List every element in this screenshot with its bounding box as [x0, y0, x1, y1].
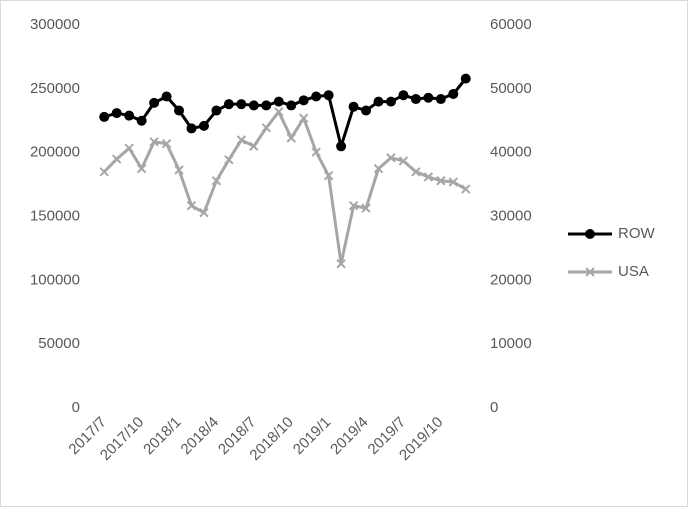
point-marker — [398, 156, 409, 166]
point-marker — [136, 115, 147, 126]
y-tick-label: 0 — [72, 399, 80, 416]
y2-tick-label: 40000 — [490, 144, 532, 161]
point-marker — [261, 100, 272, 111]
point-marker — [274, 107, 284, 117]
point-marker — [236, 135, 247, 145]
legend-label: ROW — [618, 225, 656, 242]
y-tick-label: 150000 — [30, 207, 80, 224]
point-marker — [311, 91, 322, 102]
y2-tick-label: 60000 — [490, 16, 532, 33]
y-tick-label: 300000 — [30, 16, 80, 33]
point-marker — [261, 123, 272, 133]
point-marker — [249, 141, 259, 151]
point-marker — [298, 95, 309, 106]
point-marker — [124, 110, 135, 121]
point-marker — [361, 203, 371, 213]
point-marker — [211, 176, 222, 186]
point-marker — [398, 90, 409, 101]
point-marker — [199, 207, 209, 218]
point-marker — [361, 105, 372, 116]
legend-marker — [585, 267, 595, 277]
point-marker — [348, 200, 359, 211]
point-marker — [386, 153, 396, 163]
point-marker — [149, 137, 159, 147]
point-marker — [286, 133, 296, 143]
point-marker — [111, 154, 122, 164]
y-tick-label: 100000 — [30, 271, 80, 288]
point-marker — [373, 96, 384, 107]
point-marker — [298, 113, 309, 123]
point-marker — [186, 200, 197, 211]
point-marker — [323, 90, 334, 101]
point-marker — [448, 88, 459, 99]
point-marker — [286, 100, 297, 111]
point-marker — [336, 259, 346, 269]
point-marker — [311, 147, 321, 157]
point-marker — [436, 176, 446, 186]
point-marker — [136, 163, 147, 174]
y2-tick-label: 30000 — [490, 207, 532, 224]
point-marker — [461, 184, 471, 194]
y-tick-label: 50000 — [38, 335, 80, 352]
point-marker — [385, 96, 396, 107]
point-marker — [373, 163, 384, 174]
y2-tick-label: 20000 — [490, 271, 532, 288]
y-tick-label: 250000 — [30, 80, 80, 97]
point-marker — [99, 111, 110, 122]
point-marker — [435, 94, 446, 105]
point-marker — [460, 73, 471, 84]
point-marker — [236, 99, 247, 110]
point-marker — [248, 100, 259, 111]
point-marker — [124, 143, 134, 153]
point-marker — [348, 101, 359, 112]
point-marker — [149, 97, 160, 108]
point-marker — [423, 92, 434, 103]
legend-label: USA — [618, 263, 649, 280]
point-marker — [273, 96, 284, 107]
point-marker — [174, 165, 184, 175]
point-marker — [323, 170, 334, 181]
point-marker — [198, 120, 209, 131]
point-marker — [211, 105, 222, 116]
legend-marker — [585, 229, 595, 239]
point-marker — [161, 91, 172, 102]
point-marker — [99, 167, 109, 177]
point-marker — [448, 177, 459, 187]
point-marker — [161, 139, 172, 149]
point-marker — [423, 172, 434, 182]
point-marker — [174, 105, 185, 116]
y-tick-label: 200000 — [30, 144, 80, 161]
point-marker — [336, 141, 347, 152]
point-marker — [224, 154, 234, 165]
point-marker — [223, 99, 234, 110]
point-marker — [410, 94, 421, 105]
y2-tick-label: 50000 — [490, 80, 532, 97]
point-marker — [186, 123, 197, 134]
y2-tick-label: 10000 — [490, 335, 532, 352]
y2-tick-label: 0 — [490, 399, 498, 416]
point-marker — [111, 108, 122, 119]
point-marker — [411, 167, 421, 177]
